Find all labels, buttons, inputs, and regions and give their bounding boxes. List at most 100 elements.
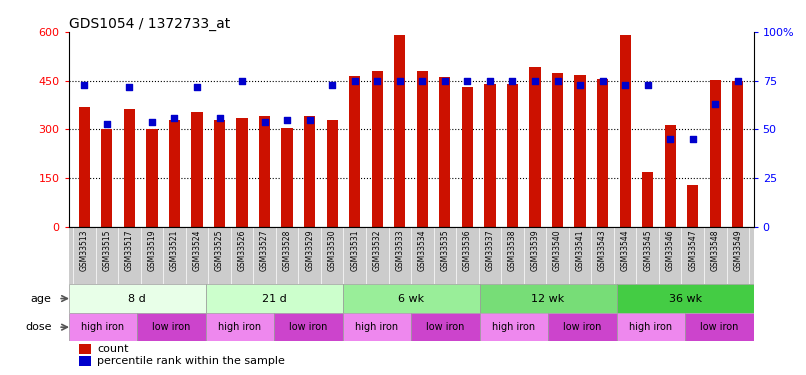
Text: GSM33517: GSM33517 [125, 230, 134, 272]
Text: GSM33534: GSM33534 [418, 230, 427, 272]
Bar [281, 128, 293, 227]
Text: GSM33532: GSM33532 [372, 230, 382, 272]
Bar [665, 124, 676, 227]
Bar [507, 84, 518, 227]
Point [393, 78, 406, 84]
Bar [304, 116, 315, 227]
Text: GSM33541: GSM33541 [575, 230, 584, 272]
Text: 36 wk: 36 wk [668, 294, 702, 303]
Bar [480, 313, 548, 342]
Bar [146, 129, 157, 227]
Text: GSM33539: GSM33539 [530, 230, 539, 272]
Point [619, 81, 632, 87]
Text: GSM33546: GSM33546 [666, 230, 675, 272]
Bar [620, 35, 631, 227]
Bar [102, 129, 113, 227]
Bar [214, 120, 225, 227]
Point [78, 81, 91, 87]
Text: 8 d: 8 d [128, 294, 146, 303]
Text: GSM33544: GSM33544 [621, 230, 629, 272]
Bar [124, 109, 135, 227]
Point [326, 81, 339, 87]
Point [416, 78, 429, 84]
Text: percentile rank within the sample: percentile rank within the sample [98, 356, 285, 366]
Text: GSM33527: GSM33527 [260, 230, 269, 272]
Bar [79, 344, 91, 354]
Text: GSM33545: GSM33545 [643, 230, 652, 272]
Point [258, 118, 271, 124]
Point [213, 115, 226, 121]
Text: GSM33537: GSM33537 [485, 230, 494, 272]
Bar [732, 81, 743, 227]
Text: GSM33519: GSM33519 [147, 230, 156, 272]
Bar [168, 120, 180, 227]
Text: GSM33515: GSM33515 [102, 230, 111, 272]
Text: low iron: low iron [563, 322, 601, 332]
Bar [69, 313, 137, 342]
Bar [530, 67, 541, 227]
Point [280, 117, 293, 123]
Text: high iron: high iron [81, 322, 124, 332]
Text: high iron: high iron [629, 322, 672, 332]
Text: GSM33538: GSM33538 [508, 230, 517, 272]
Bar [79, 356, 91, 366]
Text: low iron: low iron [152, 322, 190, 332]
Point [731, 78, 744, 84]
Bar [191, 111, 202, 227]
Point [438, 78, 451, 84]
Text: GSM33540: GSM33540 [553, 230, 562, 272]
Text: GSM33525: GSM33525 [215, 230, 224, 272]
Bar [642, 172, 654, 227]
Point [123, 84, 135, 90]
Bar [326, 120, 338, 227]
Bar [259, 116, 270, 227]
Point [664, 136, 677, 142]
Text: GSM33536: GSM33536 [463, 230, 472, 272]
Text: high iron: high iron [355, 322, 398, 332]
Bar [206, 313, 274, 342]
Bar [484, 84, 496, 227]
Bar [236, 118, 247, 227]
Text: GSM33533: GSM33533 [395, 230, 405, 272]
Bar [372, 71, 383, 227]
Bar [617, 284, 754, 313]
Bar [709, 80, 721, 227]
Text: GSM33529: GSM33529 [305, 230, 314, 272]
Text: GSM33521: GSM33521 [170, 230, 179, 271]
Point [190, 84, 203, 90]
Text: low iron: low iron [289, 322, 327, 332]
Text: GDS1054 / 1372733_at: GDS1054 / 1372733_at [69, 17, 230, 31]
Point [371, 78, 384, 84]
Text: count: count [98, 344, 129, 354]
Bar [411, 313, 480, 342]
Text: GSM33543: GSM33543 [598, 230, 607, 272]
Text: high iron: high iron [218, 322, 261, 332]
Bar [343, 284, 480, 313]
Text: GSM33531: GSM33531 [351, 230, 359, 272]
Text: age: age [31, 294, 52, 303]
Bar [552, 72, 563, 227]
Bar [349, 76, 360, 227]
Point [303, 117, 316, 123]
Text: GSM33535: GSM33535 [440, 230, 450, 272]
Bar [394, 35, 405, 227]
Point [708, 101, 721, 107]
Text: GSM33549: GSM33549 [733, 230, 742, 272]
Text: GSM33513: GSM33513 [80, 230, 89, 272]
Text: 12 wk: 12 wk [531, 294, 565, 303]
Text: 21 d: 21 d [262, 294, 286, 303]
Bar [417, 71, 428, 227]
Point [168, 115, 181, 121]
Bar [79, 106, 90, 227]
Point [461, 78, 474, 84]
Point [506, 78, 519, 84]
Point [145, 118, 158, 124]
Text: high iron: high iron [492, 322, 535, 332]
Bar [617, 313, 685, 342]
Bar [548, 313, 617, 342]
Point [596, 78, 609, 84]
Text: GSM33547: GSM33547 [688, 230, 697, 272]
Point [642, 81, 654, 87]
Point [235, 78, 248, 84]
Point [529, 78, 542, 84]
